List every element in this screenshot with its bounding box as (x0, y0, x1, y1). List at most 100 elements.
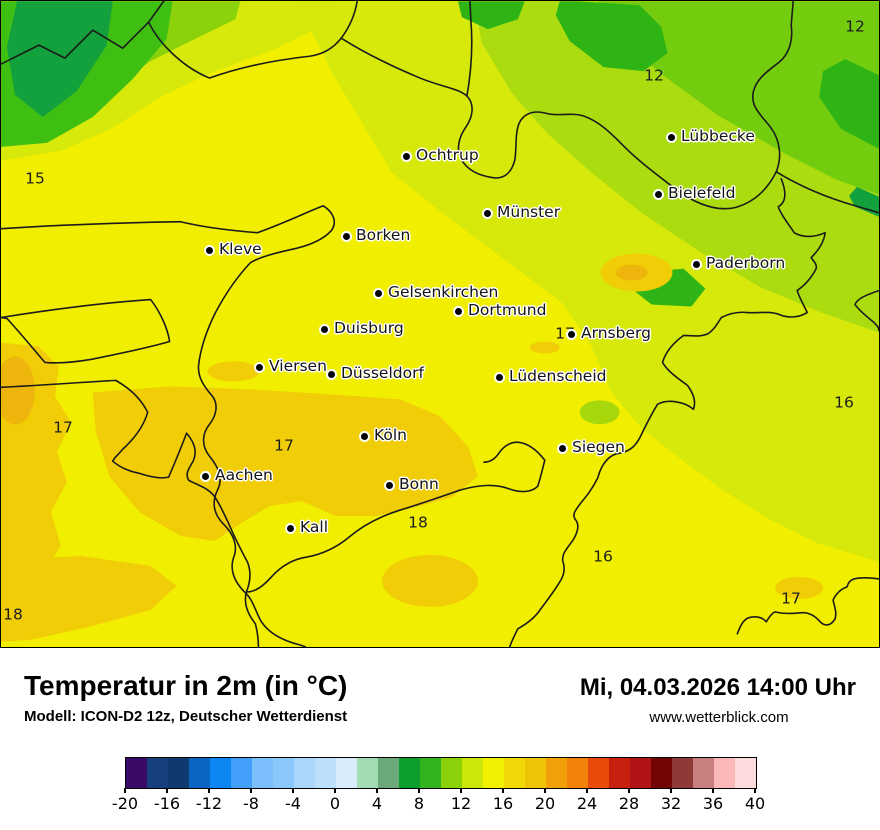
terrain-blob-green (457, 1, 525, 30)
colorbar-tick-label: -8 (243, 794, 259, 813)
terrain-golden-blob (207, 361, 260, 382)
terrain-golden-corner (1, 555, 177, 642)
colorbar-cell (315, 758, 336, 788)
website-label: www.wetterblick.com (649, 709, 789, 726)
city-label: Gelsenkirchen (388, 283, 499, 301)
colorbar-cell (231, 758, 252, 788)
colorbar-tick (124, 788, 126, 793)
map-temperature-number: 16 (834, 393, 854, 412)
colorbar-cell (735, 758, 756, 788)
datetime-label: Mi, 04.03.2026 14:00 Uhr (579, 674, 856, 701)
colorbar-tick (460, 788, 462, 793)
colorbar-tick (670, 788, 672, 793)
colorbar-tick (628, 788, 630, 793)
colorbar-tick (292, 788, 294, 793)
colorbar-tick-label: 32 (660, 794, 682, 813)
map-temperature-number: 18 (3, 605, 23, 624)
colorbar-tick-label: 40 (744, 794, 766, 813)
city-dot-icon (204, 245, 215, 256)
terrain-nw-darkgreen (6, 1, 113, 117)
colorbar-cell (399, 758, 420, 788)
colorbar-tick-label: -16 (153, 794, 181, 813)
map-temperature-number: 18 (408, 513, 428, 532)
colorbar-cell (210, 758, 231, 788)
map-temperature-number: 15 (25, 169, 45, 188)
map-temperature-number: 12 (845, 17, 865, 36)
terrain-region-ne-green (597, 1, 879, 195)
city-label: Ochtrup (416, 146, 479, 164)
map-terrain (1, 1, 879, 647)
colorbar-tick-label: 0 (329, 794, 341, 813)
city-dot-icon (254, 362, 265, 373)
colorbar-tick (544, 788, 546, 793)
colorbar-cell (651, 758, 672, 788)
city-dot-icon (453, 306, 464, 317)
temperature-colorbar (125, 757, 757, 789)
city-label: Bielefeld (668, 184, 736, 202)
city-dot-icon (494, 372, 505, 383)
map-canvas: 15 12 12 17 17 17 18 18 16 16 17 Ochtrup Lübbecke Bi… (0, 0, 880, 648)
city-dot-icon (401, 151, 412, 162)
city-label: Münster (497, 203, 561, 221)
colorbar-tick (208, 788, 210, 793)
colorbar-tick-label: 24 (576, 794, 598, 813)
city-dot-icon (341, 231, 352, 242)
city-dot-icon (557, 443, 568, 454)
colorbar-tick-label: -12 (195, 794, 223, 813)
colorbar-cell (189, 758, 210, 788)
map-temperature-number: 12 (644, 66, 664, 85)
colorbar-tick-label: 28 (618, 794, 640, 813)
city-label: Lüdenscheid (509, 367, 607, 385)
colorbar-cell (168, 758, 189, 788)
colorbar-tick-label: 36 (702, 794, 724, 813)
colorbar-cell (525, 758, 546, 788)
city-dot-icon (326, 369, 337, 380)
colorbar-cell (420, 758, 441, 788)
city-label: Viersen (269, 357, 327, 375)
map-temperature-number: 17 (274, 436, 294, 455)
colorbar-cell (630, 758, 651, 788)
colorbar-ticks (124, 788, 756, 794)
terrain-blob-green (819, 59, 879, 149)
colorbar-cell (273, 758, 294, 788)
colorbar-cell (294, 758, 315, 788)
colorbar-tick (502, 788, 504, 793)
city-dot-icon (373, 288, 384, 299)
colorbar-cell (567, 758, 588, 788)
colorbar-tick (166, 788, 168, 793)
city-dot-icon (319, 324, 330, 335)
map-temperature-number: 16 (593, 547, 613, 566)
colorbar-tick-label: -4 (285, 794, 301, 813)
city-dot-icon (566, 329, 577, 340)
colorbar-cell (546, 758, 567, 788)
city-label: Kall (300, 518, 329, 536)
colorbar-tick-labels: -20 -16 -12 -8 -4 0 4 8 12 16 20 24 28 32 36 40 (112, 794, 765, 814)
colorbar-cell (126, 758, 147, 788)
city-label: Paderborn (706, 254, 786, 272)
city-markers-layer: Ochtrup Lübbecke Bielefeld Münster Borken Kle… (1, 1, 879, 647)
map-temperature-number: 17 (53, 418, 73, 437)
city-label: Borken (356, 226, 411, 244)
district-borders (1, 1, 879, 647)
model-info: Modell: ICON-D2 12z, Deutscher Wetterdie… (24, 708, 348, 725)
city-label: Bonn (399, 475, 439, 493)
terrain-golden-deep (1, 356, 35, 425)
terrain-blob-green (849, 186, 879, 217)
page-title: Temperatur in 2m (in °C) (24, 670, 348, 701)
colorbar-cell (609, 758, 630, 788)
colorbar-cell (252, 758, 273, 788)
colorbar-tick (334, 788, 336, 793)
map-temperature-number: 17 (781, 589, 801, 608)
colorbar-tick (754, 788, 756, 793)
colorbar-cell (483, 758, 504, 788)
city-dot-icon (359, 431, 370, 442)
city-label: Aachen (215, 466, 273, 484)
colorbar-tick-label: 12 (450, 794, 472, 813)
colorbar-tick (586, 788, 588, 793)
colorbar-cell (672, 758, 693, 788)
city-dot-icon (666, 132, 677, 143)
colorbar-cell (147, 758, 168, 788)
colorbar-cell (588, 758, 609, 788)
city-dot-icon (482, 208, 493, 219)
